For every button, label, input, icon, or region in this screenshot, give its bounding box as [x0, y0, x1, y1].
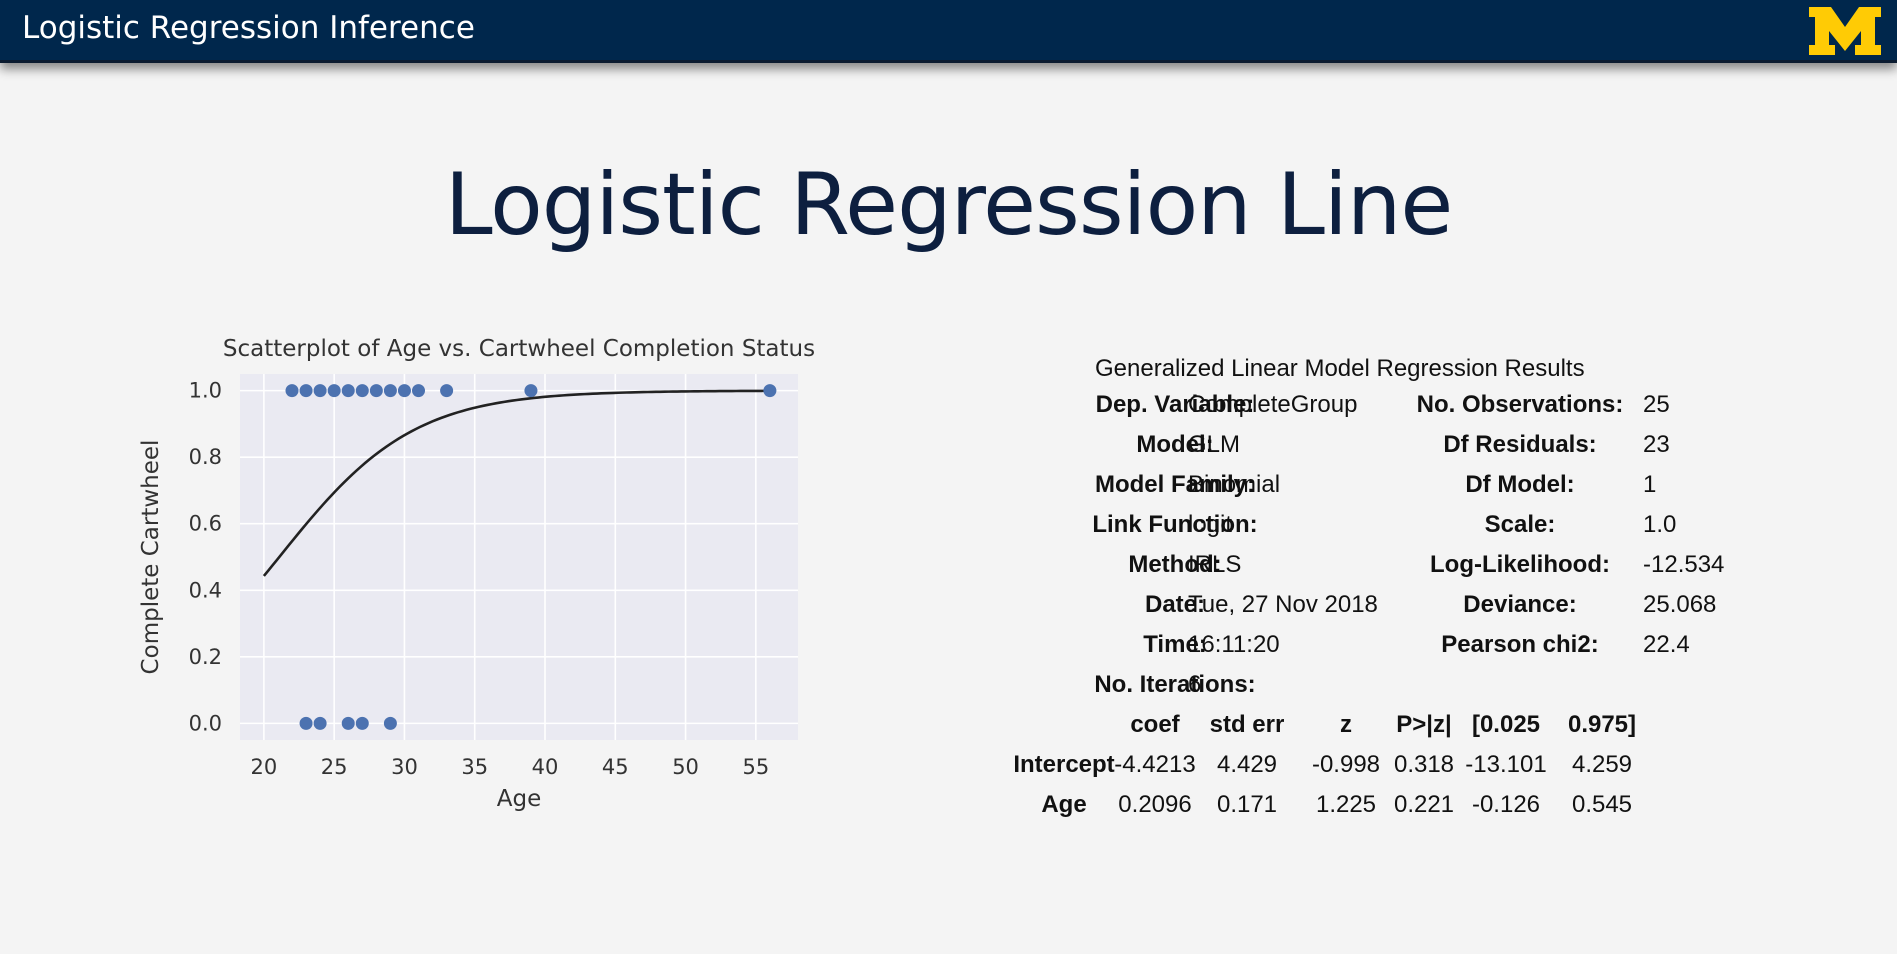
plot-area: [240, 374, 798, 740]
glm-left-label: Method:: [1128, 551, 1222, 578]
y-tick-label: 1.0: [189, 379, 222, 403]
glm-left-value: CompleteGroup: [1188, 391, 1358, 418]
data-point: [327, 384, 341, 398]
coef-header-cell: P>|z|: [1396, 711, 1452, 738]
data-point: [383, 384, 397, 398]
data-point: [355, 716, 369, 730]
coef-row-value: -13.101: [1465, 751, 1547, 778]
coef-row-value: 4.259: [1571, 751, 1633, 778]
data-point: [412, 384, 426, 398]
glm-left-label: Model Family:: [1094, 471, 1256, 498]
y-tick-label: 0.6: [189, 512, 222, 536]
glm-left-value: Tue, 27 Nov 2018: [1188, 591, 1378, 618]
glm-left-value: Binomial: [1188, 471, 1281, 498]
x-tick-label: 55: [742, 755, 769, 779]
coef-row-value: 0.2096: [1118, 791, 1192, 818]
glm-left-label: Link Function:: [1092, 511, 1258, 538]
logo-m-shape: [1809, 7, 1881, 55]
glm-left-value: 16:11:20: [1188, 631, 1280, 658]
coef-header-cell: [0.025: [1471, 711, 1541, 738]
data-point: [313, 716, 327, 730]
data-point: [383, 716, 397, 730]
x-tick-label: 45: [602, 755, 629, 779]
glm-right-label: No. Observations:: [1416, 391, 1624, 418]
chart-svg: 20 25 30 35 40 45 50 55 0.0 0.2 0.4 0.6 0.8 1.0Scatte…: [138, 336, 815, 812]
data-point: [763, 384, 777, 398]
coef-header-cell: coef: [1130, 711, 1180, 738]
coef-row-value: 0.171: [1216, 791, 1278, 818]
glm-right-value: 25.068: [1643, 591, 1717, 618]
glm-left-value: GLM: [1188, 431, 1241, 458]
coef-row-value: 4.429: [1216, 751, 1278, 778]
data-point: [397, 384, 411, 398]
glm-left-label: Date:: [1144, 591, 1205, 618]
data-point: [299, 384, 313, 398]
coef-row-value: 1.225: [1315, 791, 1377, 818]
y-tick-label: 0.8: [189, 445, 222, 469]
glm-right-label: Pearson chi2:: [1441, 631, 1599, 658]
y-tick-label: 0.0: [189, 711, 222, 735]
data-point: [440, 384, 454, 398]
glm-right-label: Scale:: [1484, 511, 1556, 538]
glm-right-label: Log-Likelihood:: [1430, 551, 1610, 578]
glm-right-label: Df Residuals:: [1443, 431, 1597, 458]
glm-right-value: 1.0: [1643, 511, 1677, 538]
x-tick-label: 50: [672, 755, 699, 779]
data-point: [341, 384, 355, 398]
glm-right-label: Df Model:: [1465, 471, 1575, 498]
glm-right-value: -12.534: [1643, 551, 1725, 578]
y-tick-label: 0.2: [189, 645, 222, 669]
header-title: Logistic Regression Inference: [22, 10, 475, 46]
data-point: [341, 716, 355, 730]
x-tick-label: 35: [461, 755, 488, 779]
y-tick-label: 0.4: [189, 578, 222, 602]
slide-title: Logistic Regression Line: [444, 155, 1454, 255]
logistic-fit-line: [262, 389, 770, 577]
glm-left-label: No. Iterations:: [1094, 671, 1256, 698]
data-point: [355, 384, 369, 398]
x-tick-label: 40: [532, 755, 559, 779]
glm-caption: Generalized Linear Model Regression Resu…: [1095, 355, 1585, 382]
chart-title: Scatterplot of Age vs. Cartwheel Complet…: [223, 336, 815, 362]
glm-right-label: Deviance:: [1463, 591, 1577, 618]
coef-row-name: Age: [1041, 791, 1087, 818]
glm-right-value: 23: [1643, 431, 1670, 458]
coef-row-value: -0.998: [1311, 751, 1381, 778]
glm-right-value: 1: [1643, 471, 1657, 498]
header-bar: Logistic Regression Inference: [0, 0, 1897, 63]
data-point: [285, 384, 299, 398]
coef-header-cell: z: [1340, 711, 1352, 738]
coef-row-value: 0.221: [1393, 791, 1455, 818]
x-axis-label: Age: [497, 786, 541, 812]
coef-header-cell: 0.975]: [1567, 711, 1637, 738]
coef-row-value: -0.126: [1471, 791, 1541, 818]
glm-right-value: 25: [1643, 391, 1670, 418]
scatter-chart: 20 25 30 35 40 45 50 55 0.0 0.2 0.4 0.6 0.8 1.0 Scatte…: [130, 330, 930, 900]
coef-row-value: 0.318: [1393, 751, 1455, 778]
coef-row-value: -4.4213: [1114, 751, 1196, 778]
data-point: [299, 716, 313, 730]
data-point: [313, 384, 327, 398]
x-tick-label: 25: [321, 755, 348, 779]
x-tick-label: 20: [251, 755, 278, 779]
x-tick-label: 30: [391, 755, 418, 779]
glm-right-value: 22.4: [1643, 631, 1690, 658]
university-logo: [1809, 7, 1881, 55]
data-point: [524, 384, 538, 398]
coef-row-name: Intercept: [1013, 751, 1115, 778]
glm-left-value: 6: [1188, 671, 1202, 698]
glm-left-label: Dep. Variable:: [1095, 391, 1255, 418]
glm-left-label: Model:: [1136, 431, 1214, 458]
y-axis-label: Complete Cartwheel: [138, 440, 164, 675]
glm-left-value: logit: [1188, 511, 1233, 538]
data-point: [369, 384, 383, 398]
coef-row-value: 0.545: [1571, 791, 1633, 818]
glm-left-value: IRLS: [1188, 551, 1242, 578]
coef-header-cell: std err: [1209, 711, 1285, 738]
glm-left-label: Time:: [1143, 631, 1207, 658]
